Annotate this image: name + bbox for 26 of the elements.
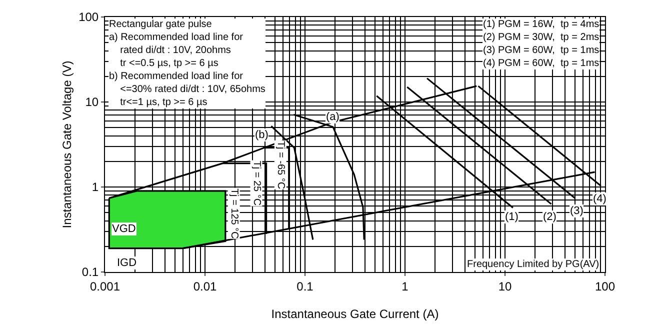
- annotation: (3): [570, 205, 584, 217]
- x-tick-label: 1: [402, 279, 409, 294]
- x-tick-label: 10: [498, 279, 512, 294]
- annotation: (a): [326, 111, 340, 123]
- x-axis-title: Instantaneous Gate Current (A): [271, 307, 439, 321]
- annotation: Frequency Limited by PG(AV): [467, 259, 600, 270]
- annotation: VGD: [112, 223, 136, 235]
- annotation: (1) PGM = 16W, tp = 4ms (2) PGM = 30W, tp = 2ms (3) PGM = 60W, tp = 1ms (4) PGM = 60W, tp = 1ms: [483, 19, 600, 69]
- x-tick-label: 0.1: [296, 279, 314, 294]
- annotation: (b): [255, 129, 268, 141]
- x-tick-label: 100: [594, 279, 616, 294]
- annotation: Tj = -65 °C: [274, 140, 286, 190]
- annotation: (4): [593, 193, 606, 205]
- annotation: (1): [505, 211, 518, 223]
- annotation: IGD: [117, 257, 137, 269]
- annotation: (2): [543, 211, 556, 223]
- annotation: Tj = 125 °C: [228, 188, 240, 239]
- annotation: Rectangular gate pulse a) Recommended load line for rated di/dt : 10V, 20ohms tr <=0.5 µs, tp >= 6 µs b) Recommended load line for <=30% rated di/dt : 10V, 65ohms tr<=1 µs, tp >= 6 µs: [109, 19, 266, 108]
- y-tick-label: 100: [78, 10, 99, 24]
- annotation: Tj = 25 °C: [250, 160, 262, 206]
- x-tick-label: 0.001: [90, 279, 120, 294]
- y-axis-title: Instantaneous Gate Voltage (V): [60, 60, 74, 228]
- y-tick-label: 10: [85, 95, 99, 110]
- x-tick-label: 0.01: [193, 279, 217, 294]
- y-tick-label: 1: [92, 180, 99, 194]
- y-tick-label: 0.1: [82, 265, 99, 280]
